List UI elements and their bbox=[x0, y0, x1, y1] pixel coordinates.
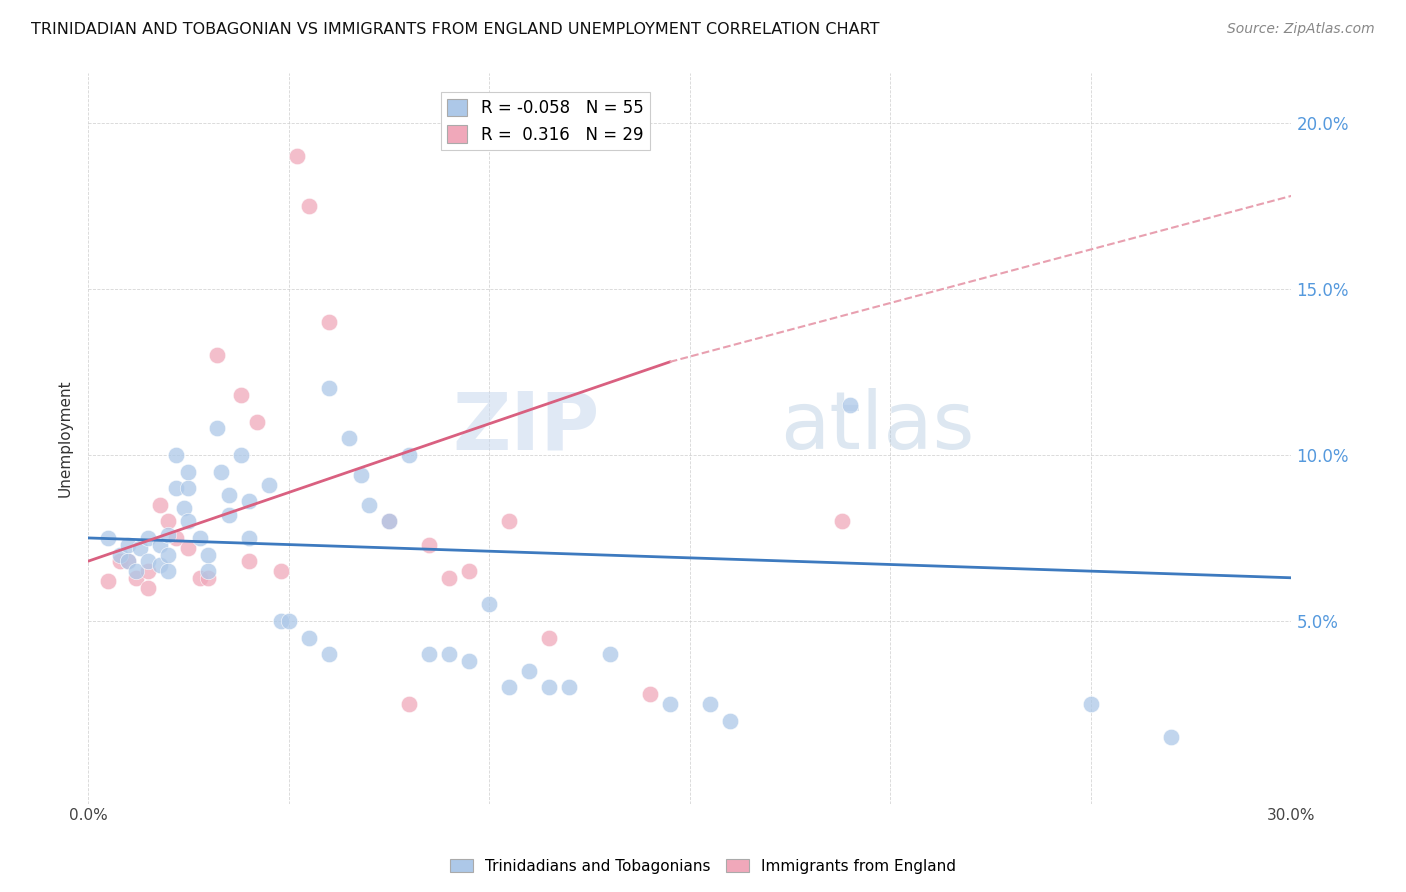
Point bbox=[197, 548, 219, 562]
Text: atlas: atlas bbox=[780, 388, 974, 467]
Point bbox=[246, 415, 269, 429]
Point bbox=[190, 531, 212, 545]
Text: ZIP: ZIP bbox=[453, 388, 599, 467]
Point bbox=[378, 514, 401, 528]
Point bbox=[437, 647, 460, 661]
Point bbox=[538, 681, 561, 695]
Point bbox=[205, 421, 228, 435]
Point bbox=[190, 571, 212, 585]
Point bbox=[238, 554, 260, 568]
Point bbox=[318, 647, 340, 661]
Point bbox=[136, 564, 159, 578]
Point bbox=[110, 554, 132, 568]
Legend: R = -0.058   N = 55, R =  0.316   N = 29: R = -0.058 N = 55, R = 0.316 N = 29 bbox=[440, 92, 650, 150]
Text: Source: ZipAtlas.com: Source: ZipAtlas.com bbox=[1227, 22, 1375, 37]
Point bbox=[205, 348, 228, 362]
Point bbox=[197, 564, 219, 578]
Point bbox=[97, 531, 120, 545]
Point bbox=[270, 564, 292, 578]
Point bbox=[418, 647, 440, 661]
Point bbox=[117, 538, 139, 552]
Point bbox=[699, 697, 721, 711]
Text: TRINIDADIAN AND TOBAGONIAN VS IMMIGRANTS FROM ENGLAND UNEMPLOYMENT CORRELATION C: TRINIDADIAN AND TOBAGONIAN VS IMMIGRANTS… bbox=[31, 22, 879, 37]
Point bbox=[229, 448, 252, 462]
Point bbox=[257, 477, 280, 491]
Point bbox=[558, 681, 581, 695]
Point bbox=[177, 465, 200, 479]
Point bbox=[125, 571, 148, 585]
Point bbox=[125, 564, 148, 578]
Point bbox=[298, 199, 321, 213]
Point bbox=[270, 614, 292, 628]
Point bbox=[437, 571, 460, 585]
Point bbox=[357, 498, 380, 512]
Point bbox=[378, 514, 401, 528]
Point bbox=[418, 538, 440, 552]
Legend: Trinidadians and Tobagonians, Immigrants from England: Trinidadians and Tobagonians, Immigrants… bbox=[444, 853, 962, 880]
Point bbox=[318, 382, 340, 396]
Point bbox=[157, 514, 180, 528]
Point bbox=[117, 554, 139, 568]
Point bbox=[337, 431, 360, 445]
Point bbox=[498, 681, 520, 695]
Point bbox=[97, 574, 120, 588]
Point bbox=[350, 467, 373, 482]
Point bbox=[658, 697, 681, 711]
Point bbox=[129, 541, 152, 555]
Point bbox=[229, 388, 252, 402]
Y-axis label: Unemployment: Unemployment bbox=[58, 379, 72, 497]
Point bbox=[157, 548, 180, 562]
Point bbox=[149, 558, 172, 572]
Point bbox=[149, 538, 172, 552]
Point bbox=[458, 654, 481, 668]
Point bbox=[165, 448, 187, 462]
Point bbox=[209, 465, 232, 479]
Point bbox=[177, 481, 200, 495]
Point bbox=[1160, 730, 1182, 744]
Point bbox=[1080, 697, 1102, 711]
Point bbox=[318, 315, 340, 329]
Point bbox=[165, 481, 187, 495]
Point bbox=[458, 564, 481, 578]
Point bbox=[238, 531, 260, 545]
Point bbox=[298, 631, 321, 645]
Point bbox=[599, 647, 621, 661]
Point bbox=[165, 531, 187, 545]
Point bbox=[498, 514, 520, 528]
Point bbox=[177, 514, 200, 528]
Point bbox=[218, 488, 240, 502]
Point bbox=[110, 548, 132, 562]
Point bbox=[718, 714, 741, 728]
Point bbox=[197, 571, 219, 585]
Point bbox=[398, 697, 420, 711]
Point bbox=[398, 448, 420, 462]
Point bbox=[538, 631, 561, 645]
Point bbox=[238, 494, 260, 508]
Point bbox=[638, 687, 661, 701]
Point bbox=[285, 149, 308, 163]
Point bbox=[149, 498, 172, 512]
Point bbox=[136, 531, 159, 545]
Point bbox=[839, 398, 862, 412]
Point bbox=[117, 554, 139, 568]
Point bbox=[157, 564, 180, 578]
Point bbox=[136, 581, 159, 595]
Point bbox=[277, 614, 299, 628]
Point bbox=[831, 514, 853, 528]
Point bbox=[478, 598, 501, 612]
Point bbox=[519, 664, 541, 678]
Point bbox=[136, 554, 159, 568]
Point bbox=[157, 527, 180, 541]
Point bbox=[218, 508, 240, 522]
Point bbox=[177, 541, 200, 555]
Point bbox=[173, 501, 195, 516]
